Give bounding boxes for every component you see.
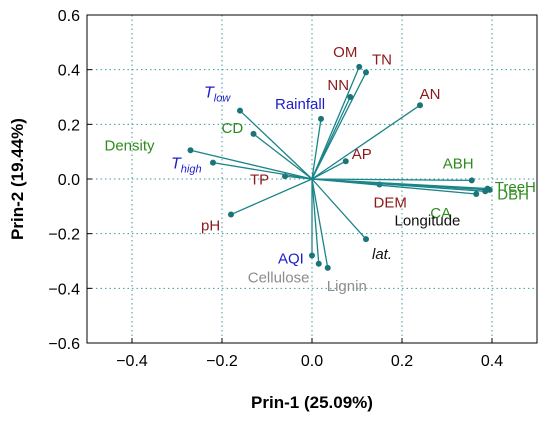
loading-vectors <box>187 63 493 271</box>
vector-line <box>212 161 313 180</box>
x-tick-label: −0.2 <box>206 353 238 370</box>
vector-point <box>473 191 480 198</box>
vector-label: CA <box>430 205 451 222</box>
x-axis-title: Prin-1 (25.09%) <box>251 393 373 412</box>
y-tick-label: 0.0 <box>58 172 80 189</box>
vector-label: AQI <box>278 251 304 268</box>
y-tick-label: −0.2 <box>48 227 80 244</box>
vector-point <box>484 185 491 192</box>
axis-ticks: −0.4 −0.2 0.0 0.2 0.4 −0.6 −0.4 −0.2 0.0 0.2 0.4 0.… <box>48 8 503 370</box>
vector-label: DBH <box>497 186 529 203</box>
y-axis-title: Prin-2 (19.44%) <box>8 118 27 240</box>
y-tick-label: 0.2 <box>58 117 80 134</box>
vector-label: lat. <box>372 246 392 263</box>
vector-line <box>190 149 313 180</box>
vector-point <box>468 177 475 184</box>
vector-point <box>324 264 331 271</box>
vector-point <box>318 115 324 122</box>
vector-line <box>311 118 322 180</box>
vector-point <box>363 69 369 76</box>
vector-label: Thigh <box>171 156 202 176</box>
vector-label: TreeH <box>495 179 536 196</box>
vector-point <box>315 260 322 267</box>
vector-label: AP <box>352 146 372 163</box>
vector-line <box>311 66 360 180</box>
vector-label: NN <box>327 77 349 94</box>
x-tick-label: −0.4 <box>116 353 148 370</box>
y-tick-label: 0.4 <box>58 63 80 80</box>
vector-point <box>363 236 369 243</box>
vector-label: Cellulose <box>248 270 310 287</box>
vector-label: TP <box>250 171 269 188</box>
vector-label: CD <box>222 120 244 137</box>
vector-label: Lignin <box>327 278 367 295</box>
vector-line <box>311 178 320 264</box>
vector-line <box>311 160 347 180</box>
y-tick-label: −0.4 <box>48 281 80 298</box>
vector-point <box>417 102 423 109</box>
vector-point <box>347 94 354 100</box>
vector-point <box>250 130 257 137</box>
vector-point <box>356 63 363 70</box>
vector-label: Rainfall <box>275 96 325 113</box>
vector-point <box>309 252 315 259</box>
vector-labels: OM TN NN AN AP DEM TP pH Tlow Rainfall Thigh AQI Den… <box>105 44 536 295</box>
vector-point <box>228 211 234 218</box>
vector-label: ABH <box>443 155 474 172</box>
vector-line <box>311 178 472 182</box>
y-tick-label: −0.6 <box>48 336 80 353</box>
vector-line <box>311 104 421 180</box>
vector-line <box>230 178 313 216</box>
vector-label: TN <box>372 51 392 68</box>
vector-line <box>311 178 477 195</box>
vector-line <box>311 96 351 180</box>
x-tick-label: 0.2 <box>391 353 413 370</box>
vector-line <box>239 110 313 180</box>
vector-label: Longitude <box>395 213 461 230</box>
vector-label: Tlow <box>204 85 231 105</box>
vector-point <box>187 147 194 154</box>
vector-label: AN <box>420 86 441 103</box>
y-tick-label: 0.6 <box>58 8 80 25</box>
x-tick-label: 0.4 <box>481 353 503 370</box>
vector-point <box>237 107 243 114</box>
vector-label: pH <box>201 218 220 235</box>
vector-label: OM <box>333 44 357 61</box>
x-tick-label: 0.0 <box>301 353 323 370</box>
vector-point <box>342 158 349 165</box>
vector-line <box>311 178 329 268</box>
vector-line <box>311 178 367 240</box>
vector-line <box>253 133 313 180</box>
vector-line <box>311 178 488 190</box>
vector-label: DEM <box>374 194 407 211</box>
vector-point <box>210 159 216 166</box>
vector-label: Density <box>105 137 156 154</box>
